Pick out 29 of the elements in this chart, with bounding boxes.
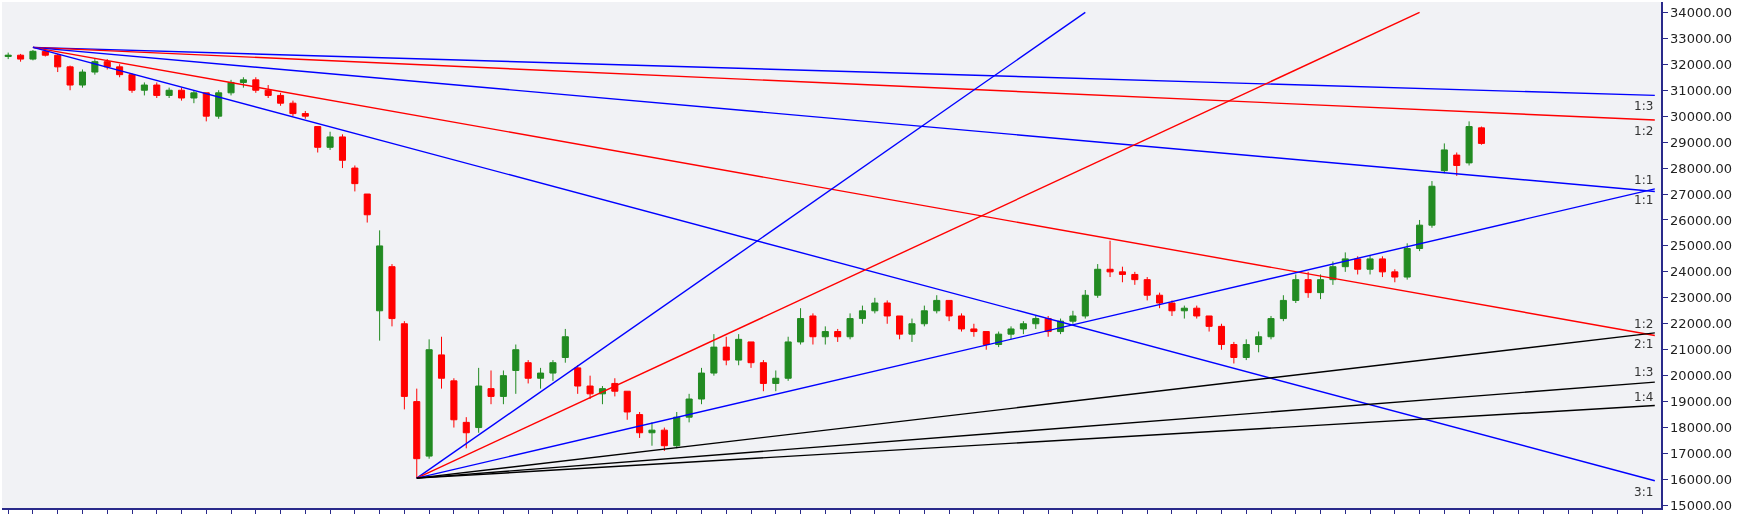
series-label: 1:3 [1634,99,1654,113]
y-tick-label: 29000.00 [1670,134,1733,150]
y-tick-label: 16000.00 [1670,472,1733,488]
series-label: 1:2 [1634,124,1654,138]
series-label: 1:2 [1634,317,1654,331]
series-label: 1:1 [1634,173,1654,187]
series-label: 2:1 [1634,337,1654,351]
y-tick-label: 25000.00 [1670,238,1733,254]
y-tick-label: 20000.00 [1670,368,1733,384]
y-tick-label: 26000.00 [1670,212,1733,228]
y-tick-label: 19000.00 [1670,394,1733,410]
y-tick-label: 18000.00 [1670,420,1733,436]
series-label: 1:1 [1634,193,1654,207]
y-tick-label: 31000.00 [1670,82,1733,98]
y-tick-label: 15000.00 [1670,497,1733,513]
series-label: 3:1 [1634,485,1654,499]
y-tick-label: 27000.00 [1670,186,1733,202]
series-label: 1:3 [1634,365,1654,379]
y-tick-label: 30000.00 [1670,108,1733,124]
y-tick-label: 17000.00 [1670,446,1733,462]
series-label: 1:4 [1634,390,1654,404]
y-tick-label: 28000.00 [1670,160,1733,176]
y-tick-label: 23000.00 [1670,290,1733,306]
y-tick-label: 34000.00 [1670,4,1733,20]
y-tick-label: 33000.00 [1670,30,1733,46]
y-tick-label: 22000.00 [1670,316,1733,332]
y-tick-label: 21000.00 [1670,342,1733,358]
y-tick-label: 24000.00 [1670,264,1733,280]
y-tick-label: 32000.00 [1670,56,1733,72]
